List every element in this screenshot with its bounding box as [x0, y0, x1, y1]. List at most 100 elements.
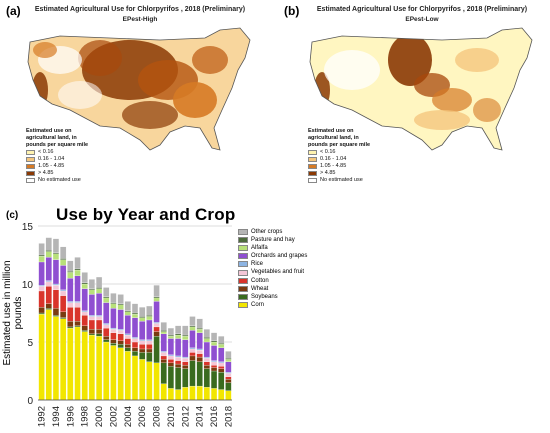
bar-segment — [60, 246, 67, 259]
bar-segment — [96, 333, 103, 337]
bar-segment — [38, 307, 45, 314]
bar-segment — [110, 343, 117, 346]
bar-segment — [196, 349, 203, 354]
bar-segment — [67, 301, 74, 303]
legend-item-label: Other crops — [251, 229, 283, 235]
bar-segment — [218, 347, 225, 362]
bar-segment — [182, 361, 189, 366]
bar-segment — [81, 331, 88, 401]
bar-segment — [67, 327, 74, 401]
bar-segment — [196, 348, 203, 351]
bar-segment — [146, 339, 153, 341]
legend-item: < 0.16 — [308, 149, 370, 156]
bar-segment — [153, 331, 160, 337]
legend-item-label: Wheat — [251, 285, 269, 292]
legend-item-label: < 0.16 — [38, 149, 54, 155]
bar-segment — [210, 332, 218, 341]
bar-segment — [196, 353, 203, 358]
bar-segment — [225, 373, 232, 377]
x-tick-label: 2010 — [166, 406, 177, 427]
legend-item: Wheat — [238, 285, 307, 293]
bar-segment — [210, 361, 218, 366]
bar-segment — [225, 361, 232, 373]
bar-segment — [110, 345, 117, 401]
legend-item-label: > 4.85 — [38, 170, 54, 176]
bar-segment — [160, 331, 167, 335]
bar-segment — [45, 250, 52, 252]
bar-segment — [124, 344, 131, 348]
map-a-title: Estimated Agricultural Use for Chlorpyri… — [34, 6, 246, 13]
bar-segment — [160, 362, 167, 384]
bar-segment — [124, 338, 131, 345]
bar-segment — [67, 326, 74, 329]
bar-segment — [96, 287, 103, 289]
bar-segment — [196, 329, 203, 333]
bar-segment — [218, 372, 225, 390]
legend-item: 1.05 - 4.85 — [308, 163, 370, 170]
bar-segment — [67, 307, 74, 322]
bar-segment — [88, 289, 95, 295]
bar-segment — [38, 243, 45, 256]
legend-item: Pasture and hay — [238, 236, 307, 244]
bar-segment — [110, 332, 117, 340]
bar-segment — [52, 289, 60, 309]
bar-segment — [218, 362, 225, 367]
bar-segment — [81, 288, 88, 311]
bar-segment — [146, 315, 153, 317]
bar-segment — [96, 315, 103, 317]
bar-segment — [117, 330, 124, 335]
bar-segment — [45, 286, 52, 304]
bar-segment — [124, 334, 131, 339]
legend-item-label: Soybeans — [251, 293, 278, 300]
legend-item: Corn — [238, 301, 307, 309]
legend-title-line: agricultural land, in — [26, 135, 77, 141]
panel-b-label: (b) — [284, 4, 300, 18]
bar-segment — [218, 389, 225, 401]
bar-segment — [103, 296, 110, 299]
bar-segment — [52, 316, 60, 401]
bar-segment — [60, 259, 67, 266]
legend-swatch — [238, 229, 248, 236]
bar-segment — [153, 301, 160, 323]
bar-segment — [146, 305, 153, 316]
bar-segment — [45, 281, 52, 287]
legend-swatch — [238, 285, 248, 292]
bar-segment — [160, 351, 167, 353]
bar-segment — [175, 333, 182, 336]
bar-segment — [117, 344, 124, 348]
legend-item-label: > 4.85 — [320, 170, 336, 176]
bar-segment — [52, 238, 60, 253]
bar-segment — [96, 329, 103, 335]
legend-title-line: Estimated use on — [308, 128, 354, 134]
legend-item: Vegetables and fruit — [238, 268, 307, 276]
bar-segment — [225, 358, 232, 360]
bar-segment — [167, 354, 174, 357]
legend-item-label: No estimated use — [38, 177, 81, 183]
bar-segment — [167, 388, 174, 401]
legend-swatch — [238, 261, 248, 268]
bar-segment — [203, 387, 210, 401]
bar-segment — [52, 253, 60, 260]
legend-item: Soybeans — [238, 293, 307, 301]
chart-title: Use by Year and Crop — [56, 205, 236, 224]
bar-segment — [110, 339, 117, 344]
legend-swatch — [238, 237, 248, 244]
bar-segment — [96, 293, 103, 316]
legend-item-label: 1.05 - 4.85 — [320, 163, 347, 169]
bar-segment — [167, 366, 174, 389]
bar-segment — [131, 317, 139, 338]
bar-segment — [139, 344, 146, 350]
bar-segment — [88, 316, 95, 321]
bar-segment — [124, 333, 131, 336]
bar-segment — [203, 358, 210, 362]
bar-segment — [210, 388, 218, 401]
bar-segment — [81, 330, 88, 332]
legend-item-label: Rice — [251, 261, 264, 268]
bar-segment — [96, 288, 103, 294]
bar-segment — [88, 319, 95, 330]
legend-item-label: < 0.16 — [320, 149, 336, 155]
bar-segment — [88, 333, 95, 336]
bar-segment — [196, 332, 203, 350]
legend-item-label: Vegetables and fruit — [251, 269, 305, 276]
bar-segment — [210, 370, 218, 389]
